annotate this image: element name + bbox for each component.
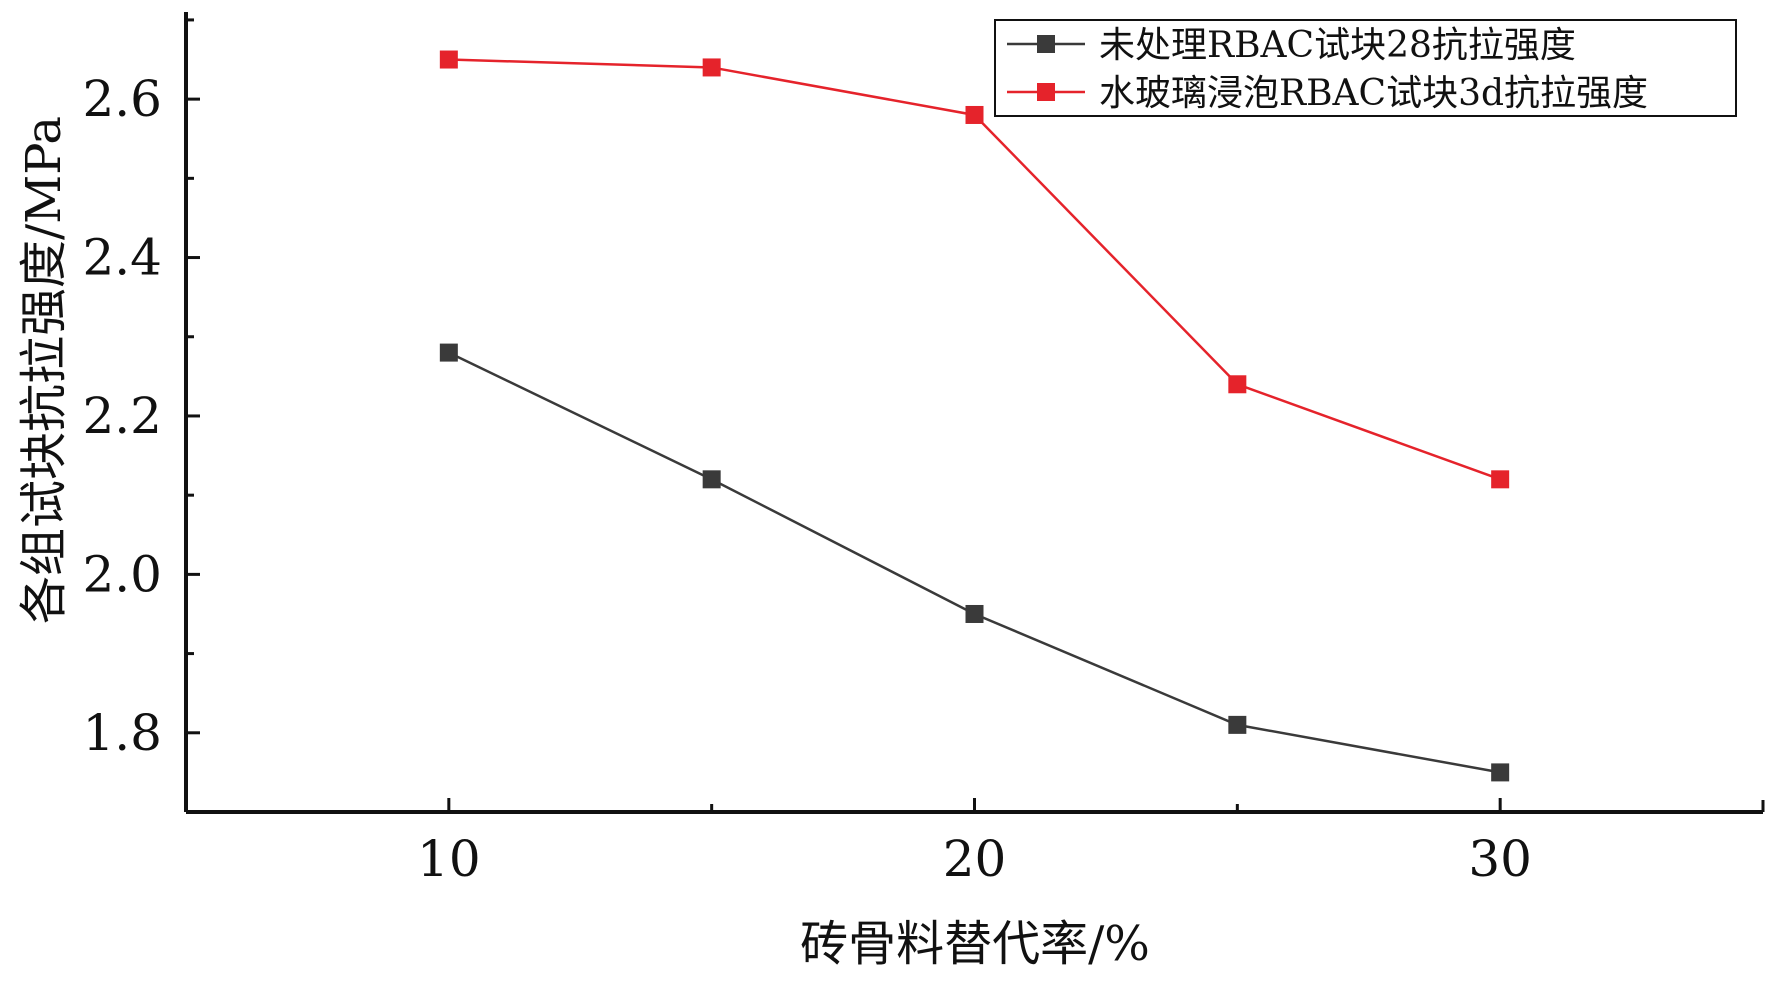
legend-label-1: 未处理RBAC试块28抗拉强度 (1099, 25, 1576, 66)
y-axis-title: 各组试块抗拉强度/MPa (16, 116, 72, 624)
x-axis-title: 砖骨料替代率/% (800, 916, 1150, 972)
y-tick-label: 2.2 (82, 387, 162, 445)
y-tick-label: 2.6 (82, 70, 162, 128)
series-1-point (439, 343, 458, 362)
series-1-point (1491, 763, 1510, 782)
x-tick-label: 30 (1468, 830, 1532, 888)
legend-label-2: 水玻璃浸泡RBAC试块3d抗拉强度 (1099, 73, 1648, 114)
series-2-point (1491, 470, 1510, 489)
y-tick-label: 2.0 (82, 545, 162, 603)
series-1-point (965, 604, 984, 623)
legend-marker-2 (1037, 83, 1055, 101)
series-2-point (702, 58, 721, 77)
y-tick-label: 1.8 (82, 704, 162, 762)
plot-series (439, 50, 1510, 782)
x-tick-label: 10 (417, 830, 481, 888)
y-tick-label: 2.4 (82, 229, 162, 287)
series-2-point (1228, 375, 1247, 394)
series-1-point (1228, 715, 1247, 734)
axes: 10 20 30 1.8 2.0 2.2 2.4 2.6 (82, 12, 1765, 888)
series-1-point (702, 470, 721, 489)
legend-marker-1 (1037, 35, 1055, 53)
series-2-point (439, 50, 458, 69)
x-tick-label: 20 (943, 830, 1007, 888)
series-2-point (965, 105, 984, 124)
legend-box (994, 19, 1737, 117)
